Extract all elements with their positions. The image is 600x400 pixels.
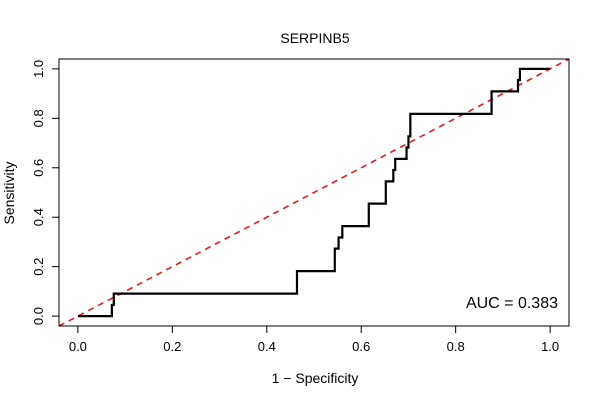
y-tick-label: 0.2 xyxy=(31,258,46,276)
x-tick-label: 0.0 xyxy=(69,339,87,354)
y-tick-label: 1.0 xyxy=(31,60,46,78)
y-tick-label: 0.4 xyxy=(31,208,46,226)
y-tick-label: 0.6 xyxy=(31,159,46,177)
x-axis-label: 1 − Specificity xyxy=(272,370,359,386)
x-axis: 0.0 0.2 0.4 0.6 0.8 1.0 xyxy=(69,325,559,354)
y-tick-label: 0.8 xyxy=(31,109,46,127)
x-tick-label: 0.8 xyxy=(447,339,465,354)
x-tick-label: 0.6 xyxy=(352,339,370,354)
x-tick-label: 1.0 xyxy=(541,339,559,354)
auc-annotation: AUC = 0.383 xyxy=(466,295,558,312)
x-tick-label: 0.2 xyxy=(163,339,181,354)
x-tick-label: 0.4 xyxy=(258,339,276,354)
plot-area xyxy=(58,58,570,327)
chart-title: SERPINB5 xyxy=(280,30,349,46)
y-tick-label: 0.0 xyxy=(31,307,46,325)
y-axis: 0.0 0.2 0.4 0.6 0.8 1.0 xyxy=(31,60,60,325)
roc-curve-line xyxy=(77,67,551,318)
reference-diagonal-line xyxy=(58,58,570,327)
y-axis-label: Sensitivity xyxy=(1,161,17,224)
